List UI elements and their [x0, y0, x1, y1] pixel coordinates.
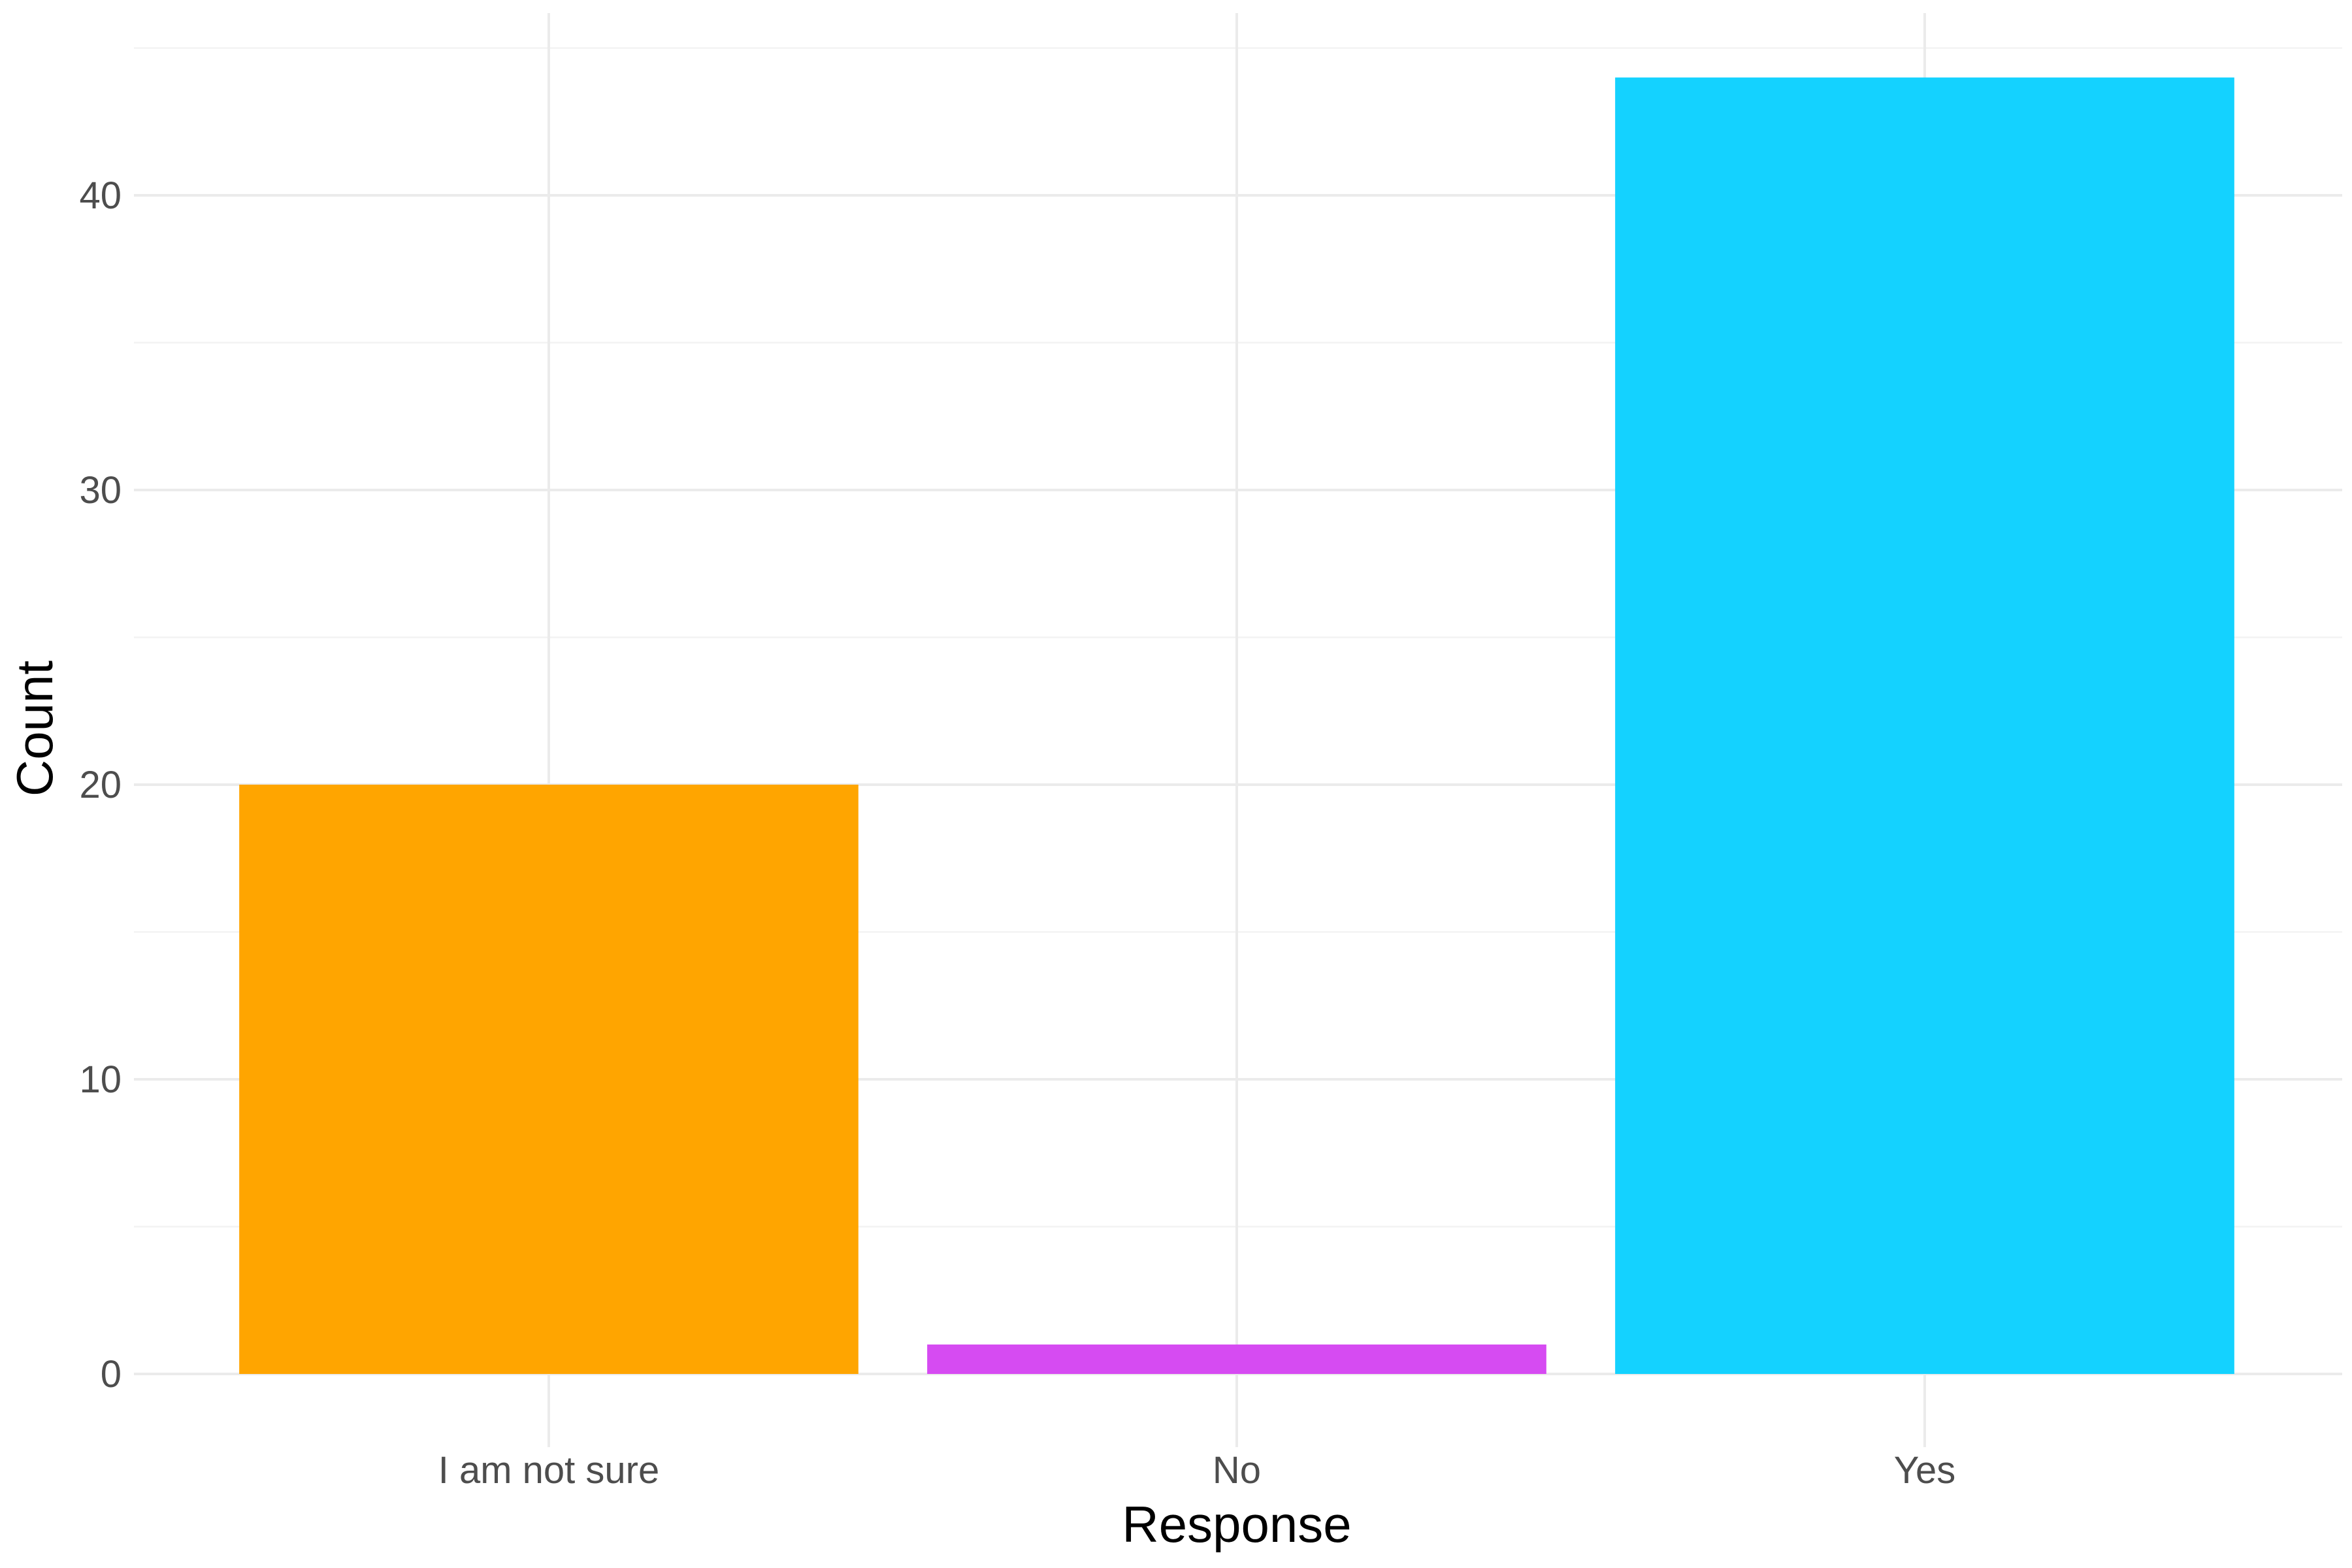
- y-tick-label: 0: [101, 1353, 122, 1396]
- x-tick-label: No: [1213, 1449, 1261, 1492]
- y-tick-label: 30: [79, 469, 122, 512]
- x-tick-label: Yes: [1894, 1449, 1956, 1492]
- y-axis-ticks: 0 10 20 30 40: [79, 174, 122, 1396]
- bars: [239, 77, 2234, 1375]
- bar-no: [927, 1344, 1546, 1374]
- x-axis-ticks: I am not sure No Yes: [438, 1449, 1956, 1492]
- y-axis-title: Count: [6, 661, 63, 796]
- y-tick-label: 10: [79, 1058, 122, 1101]
- bar-yes: [1615, 77, 2234, 1375]
- y-tick-label: 20: [79, 764, 122, 806]
- x-axis-title: Response: [1122, 1495, 1351, 1553]
- bar-i-am-not-sure: [239, 785, 858, 1374]
- x-tick-label: I am not sure: [438, 1449, 659, 1492]
- y-tick-label: 40: [79, 174, 122, 217]
